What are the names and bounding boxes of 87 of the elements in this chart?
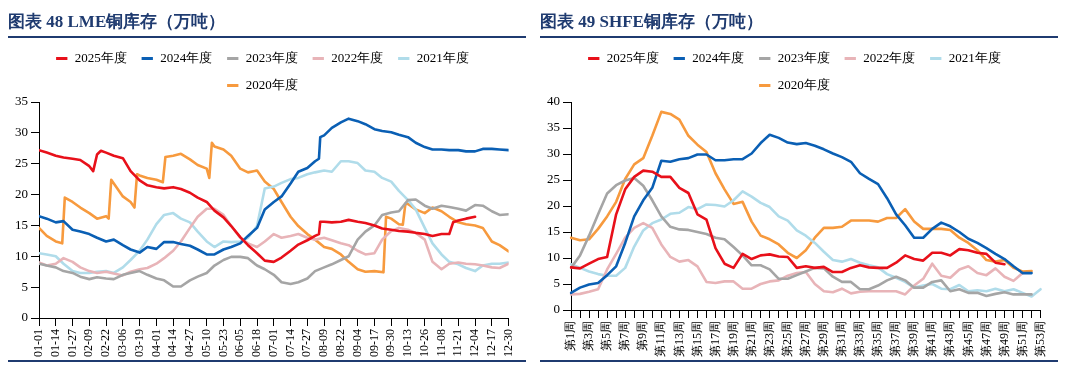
y-tick-label: 30 [547, 145, 560, 161]
x-tick-label: 07-27 [299, 329, 314, 357]
y-tick-label: 0 [553, 301, 560, 317]
x-tick-label: 第3周 [581, 321, 596, 351]
legend-label: 2022年度 [331, 49, 384, 65]
legend-label: 2024年度 [160, 49, 213, 65]
legend-label: 2024年度 [692, 49, 745, 65]
x-tick-label: 08-22 [333, 329, 348, 357]
x-tick-label: 第19周 [725, 321, 740, 357]
x-tick-label: 第37周 [888, 321, 903, 357]
x-tick-label: 09-17 [366, 329, 381, 357]
x-tick-label: 第29周 [816, 321, 831, 357]
x-tick-label: 04-14 [165, 329, 180, 357]
x-tick-label: 第5周 [599, 321, 614, 351]
x-tick-label: 01-01 [31, 329, 46, 357]
x-tick-label: 05-10 [198, 329, 213, 357]
x-tick-label: 10-13 [400, 329, 415, 357]
x-tick-label: 第25周 [779, 321, 794, 357]
x-tick-label: 第7周 [617, 321, 632, 351]
legend-label: 2023年度 [245, 49, 298, 65]
y-tick-label: 10 [15, 247, 28, 263]
x-tick-label: 第47周 [978, 321, 993, 357]
x-tick-label: 第33周 [852, 321, 867, 357]
x-tick-label: 04-01 [148, 329, 163, 357]
x-tick-label: 11-08 [433, 329, 448, 357]
x-tick-label: 03-19 [131, 329, 146, 357]
legend-label: 2021年度 [948, 49, 1001, 65]
x-tick-label: 第35周 [870, 321, 885, 357]
chart-title: 图表 48 LME铜库存（万吨） [8, 8, 526, 38]
legend-label: 2025年度 [606, 49, 659, 65]
x-tick-label: 12-17 [483, 329, 498, 357]
x-tick-label: 第11周 [653, 321, 668, 357]
x-tick-label: 第39周 [906, 321, 921, 357]
y-tick-label: 5 [553, 275, 560, 291]
legend-label: 2023年度 [777, 49, 830, 65]
x-tick-label: 06-18 [249, 329, 264, 357]
y-tick-label: 25 [15, 155, 28, 171]
y-tick-label: 35 [547, 119, 560, 135]
x-tick-label: 第49周 [996, 321, 1011, 357]
x-tick-label: 09-30 [383, 329, 398, 357]
x-tick-label: 04-27 [182, 329, 197, 357]
x-tick-label: 第41周 [924, 321, 939, 357]
x-tick-label: 第21周 [743, 321, 758, 357]
y-tick-label: 10 [547, 249, 560, 265]
x-tick-label: 03-06 [115, 329, 130, 357]
x-tick-label: 第31周 [834, 321, 849, 357]
x-tick-label: 01-14 [47, 329, 62, 357]
legend-label: 2021年度 [416, 49, 469, 65]
x-tick-label: 第51周 [1014, 321, 1029, 357]
y-tick-label: 40 [547, 93, 560, 109]
x-tick-label: 第9周 [635, 321, 650, 351]
x-tick-label: 07-01 [265, 329, 280, 357]
x-tick-label: 第43周 [942, 321, 957, 357]
legend-label: 2020年度 [777, 76, 830, 92]
y-tick-label: 0 [21, 309, 28, 325]
x-tick-label: 第45周 [960, 321, 975, 357]
x-tick-label: 02-22 [98, 329, 113, 357]
x-tick-label: 07-14 [282, 329, 297, 357]
x-tick-label: 08-09 [316, 329, 331, 357]
x-tick-label: 01-27 [64, 329, 79, 357]
x-tick-label: 第13周 [671, 321, 686, 357]
y-tick-label: 15 [15, 216, 28, 232]
x-tick-label: 10-26 [416, 329, 431, 357]
x-tick-label: 12-30 [500, 329, 515, 357]
x-tick-label: 12-04 [467, 329, 482, 357]
x-tick-label: 02-09 [81, 329, 96, 357]
legend-label: 2020年度 [245, 76, 298, 92]
y-tick-label: 20 [547, 197, 560, 213]
y-tick-label: 30 [15, 124, 28, 140]
x-tick-label: 第53周 [1032, 321, 1047, 357]
chart-title: 图表 49 SHFE铜库存（万吨） [540, 8, 1058, 38]
y-tick-label: 15 [547, 223, 560, 239]
x-tick-label: 06-05 [232, 329, 247, 357]
y-tick-label: 35 [15, 93, 28, 109]
x-tick-label: 第27周 [797, 321, 812, 357]
x-tick-label: 05-23 [215, 329, 230, 357]
y-tick-label: 5 [21, 278, 28, 294]
x-tick-label: 09-04 [349, 329, 364, 357]
x-tick-label: 第17周 [707, 321, 722, 357]
x-tick-label: 第15周 [689, 321, 704, 357]
legend-label: 2022年度 [863, 49, 916, 65]
legend-label: 2025年度 [74, 49, 127, 65]
x-tick-label: 11-21 [450, 329, 465, 357]
x-tick-label: 第1周 [563, 321, 578, 351]
x-tick-label: 第23周 [761, 321, 776, 357]
y-tick-label: 20 [15, 185, 28, 201]
y-tick-label: 25 [547, 171, 560, 187]
